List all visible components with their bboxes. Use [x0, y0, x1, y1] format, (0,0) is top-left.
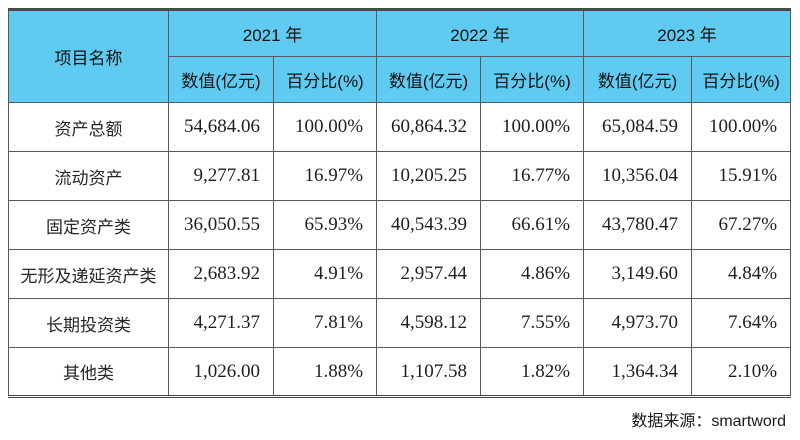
value-cell: 43,780.47	[583, 200, 693, 250]
table-row: 长期投资类 4,271.37 7.81% 4,598.12 7.55% 4,97…	[8, 298, 792, 348]
row-label: 其他类	[8, 347, 169, 397]
table-row: 固定资产类 36,050.55 65.93% 40,543.39 66.61% …	[8, 200, 792, 250]
value-header-2022: 数值(亿元)	[376, 56, 482, 103]
percent-cell: 7.81%	[272, 298, 378, 348]
value-cell: 60,864.32	[376, 102, 482, 152]
percent-cell: 16.97%	[272, 151, 378, 201]
value-cell: 10,205.25	[376, 151, 482, 201]
value-cell: 3,149.60	[583, 249, 693, 299]
percent-header-2023: 百分比(%)	[691, 56, 792, 103]
percent-header-2021: 百分比(%)	[272, 56, 378, 103]
table-row: 流动资产 9,277.81 16.97% 10,205.25 16.77% 10…	[8, 151, 792, 201]
percent-cell: 4.84%	[691, 249, 792, 299]
item-name-header: 项目名称	[8, 9, 169, 103]
asset-structure-table: 项目名称 2021 年 2022 年 2023 年 数值(亿元) 百分比(%) …	[8, 8, 792, 398]
row-label: 流动资产	[8, 151, 169, 201]
data-source: 数据来源：smartword	[631, 413, 786, 430]
value-cell: 2,683.92	[168, 249, 274, 299]
value-cell: 1,026.00	[168, 347, 274, 397]
percent-cell: 7.55%	[480, 298, 585, 348]
percent-cell: 65.93%	[272, 200, 378, 250]
value-cell: 4,598.12	[376, 298, 482, 348]
row-label: 无形及递延资产类	[8, 249, 169, 299]
value-cell: 4,973.70	[583, 298, 693, 348]
percent-cell: 100.00%	[480, 102, 585, 152]
percent-cell: 4.91%	[272, 249, 378, 299]
percent-cell: 4.86%	[480, 249, 585, 299]
header-year-row: 项目名称 2021 年 2022 年 2023 年	[8, 9, 792, 103]
value-cell: 1,364.34	[583, 347, 693, 397]
value-header-2021: 数值(亿元)	[168, 56, 274, 103]
percent-cell: 1.88%	[272, 347, 378, 397]
year-2021-header: 2021 年	[167, 9, 378, 57]
value-cell: 65,084.59	[583, 102, 693, 152]
page: 项目名称 2021 年 2022 年 2023 年 数值(亿元) 百分比(%) …	[8, 8, 792, 430]
percent-cell: 100.00%	[272, 102, 378, 152]
table-row: 其他类 1,026.00 1.88% 1,107.58 1.82% 1,364.…	[8, 347, 792, 397]
percent-cell: 67.27%	[691, 200, 792, 250]
value-cell: 2,957.44	[376, 249, 482, 299]
year-2023-header: 2023 年	[583, 9, 792, 57]
header-sub-row: 数值(亿元) 百分比(%) 数值(亿元) 百分比(%) 数值(亿元) 百分比(%…	[9, 56, 792, 103]
percent-cell: 1.82%	[480, 347, 585, 397]
row-label: 固定资产类	[8, 200, 169, 250]
percent-cell: 15.91%	[691, 151, 792, 201]
year-2022-header: 2022 年	[376, 9, 585, 57]
percent-cell: 66.61%	[480, 200, 585, 250]
percent-cell: 100.00%	[691, 102, 792, 152]
value-cell: 54,684.06	[168, 102, 274, 152]
percent-cell: 2.10%	[691, 347, 792, 397]
percent-cell: 16.77%	[480, 151, 585, 201]
percent-cell: 7.64%	[691, 298, 792, 348]
table-row: 无形及递延资产类 2,683.92 4.91% 2,957.44 4.86% 3…	[8, 249, 792, 299]
value-cell: 40,543.39	[376, 200, 482, 250]
percent-header-2022: 百分比(%)	[480, 56, 585, 103]
value-cell: 36,050.55	[168, 200, 274, 250]
value-cell: 10,356.04	[583, 151, 693, 201]
value-cell: 1,107.58	[376, 347, 482, 397]
row-label: 长期投资类	[8, 298, 169, 348]
value-cell: 4,271.37	[168, 298, 274, 348]
table-row: 资产总额 54,684.06 100.00% 60,864.32 100.00%…	[8, 102, 792, 152]
value-cell: 9,277.81	[168, 151, 274, 201]
row-label: 资产总额	[8, 102, 169, 152]
value-header-2023: 数值(亿元)	[583, 56, 693, 103]
